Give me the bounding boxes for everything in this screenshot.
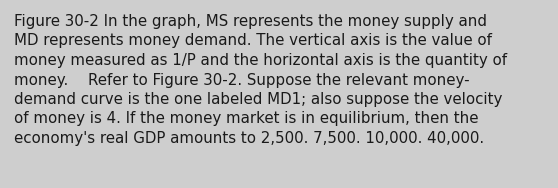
- Text: demand curve is the one labeled MD1; also suppose the velocity: demand curve is the one labeled MD1; als…: [14, 92, 502, 107]
- Text: MD represents money demand. The vertical axis is the value of: MD represents money demand. The vertical…: [14, 33, 492, 49]
- Text: money.  Refer to Figure 30-2. Suppose the relevant money-: money. Refer to Figure 30-2. Suppose the…: [14, 73, 470, 87]
- Text: Figure 30-2 In the graph, MS represents the money supply and: Figure 30-2 In the graph, MS represents …: [14, 14, 487, 29]
- Text: money measured as 1/P and the horizontal axis is the quantity of: money measured as 1/P and the horizontal…: [14, 53, 507, 68]
- Text: of money is 4. If the money market is in equilibrium, then the: of money is 4. If the money market is in…: [14, 111, 479, 127]
- Text: economy's real GDP amounts to 2,500. 7,500. 10,000. 40,000.: economy's real GDP amounts to 2,500. 7,5…: [14, 131, 484, 146]
